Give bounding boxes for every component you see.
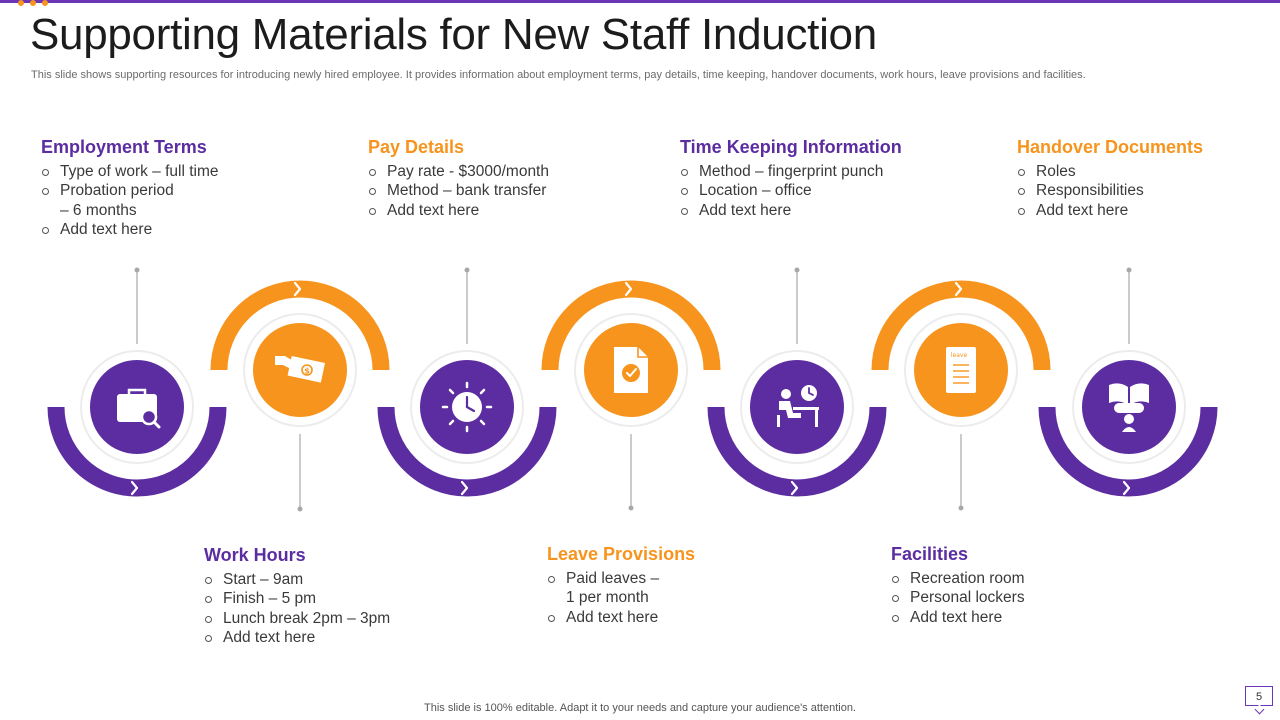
step-title: Facilities (891, 544, 969, 564)
step-title: Time Keeping Information (680, 137, 902, 157)
list-item: Add text here (891, 608, 1151, 627)
step-time-keeping: Time Keeping Information Method – finger… (680, 137, 940, 220)
list-item: Responsibilities (1017, 181, 1257, 200)
connector-employment-terms (134, 267, 140, 344)
list-item: Method – fingerprint punch (680, 162, 940, 181)
list-item: Paid leaves – (547, 569, 807, 588)
connector-handover-documents (1126, 267, 1132, 344)
connector-work-hours (297, 434, 303, 512)
desk-worker-icon (777, 385, 819, 427)
list-item: Pay rate - $3000/month (368, 162, 628, 181)
page-subtitle: This slide shows supporting resources fo… (31, 69, 1086, 81)
list-item: Add text here (41, 220, 301, 239)
connector-leave-provisions (628, 434, 634, 511)
svg-text:leave: leave (951, 352, 968, 359)
leave-form-icon: leave (946, 347, 976, 393)
page-number: 5 (1245, 686, 1273, 706)
step-handover-documents: Handover Documents Roles Responsibilitie… (1017, 137, 1257, 220)
connector-facilities (958, 434, 964, 511)
handover-book-icon (1109, 383, 1149, 432)
list-item: Add text here (1017, 201, 1257, 220)
step-facilities: Facilities Recreation room Personal lock… (891, 544, 1151, 627)
step-leave-provisions: Leave Provisions Paid leaves – 1 per mon… (547, 544, 807, 627)
money-hand-icon: $ (275, 355, 325, 383)
step-title: Leave Provisions (547, 544, 696, 564)
list-item: Finish – 5 pm (204, 589, 464, 608)
list-item: Lunch break 2pm – 3pm (204, 609, 464, 628)
list-item: Add text here (204, 628, 464, 647)
step-title: Employment Terms (41, 137, 207, 157)
list-item: Personal lockers (891, 588, 1151, 607)
list-item: Method – bank transfer (368, 181, 628, 200)
svg-text:$: $ (304, 367, 310, 376)
clock-icon (441, 381, 493, 433)
document-check-icon (614, 347, 648, 393)
step-work-hours: Work Hours Start – 9am Finish – 5 pm Lun… (204, 545, 464, 647)
briefcase-search-icon (117, 388, 161, 429)
list-item: 1 per month (566, 589, 649, 607)
step-pay-details: Pay Details Pay rate - $3000/month Metho… (368, 137, 628, 220)
step-employment-terms: Employment Terms Type of work – full tim… (41, 137, 301, 239)
list-item: Recreation room (891, 569, 1151, 588)
list-item: Roles (1017, 162, 1257, 181)
list-item: – 6 months (60, 201, 137, 219)
step-title: Work Hours (204, 545, 306, 565)
list-item: Probation period (41, 181, 301, 200)
connector-pay-details (464, 267, 470, 344)
list-item: Add text here (547, 608, 807, 627)
step-title: Pay Details (368, 137, 465, 157)
list-item: Type of work – full time (41, 162, 301, 181)
list-item: Start – 9am (204, 570, 464, 589)
step-title: Handover Documents (1017, 137, 1204, 157)
footer-note: This slide is 100% editable. Adapt it to… (424, 702, 856, 714)
connector-time-keeping (794, 267, 800, 344)
top-accent-rule (0, 0, 1280, 3)
list-item: Add text here (680, 201, 940, 220)
page-title: Supporting Materials for New Staff Induc… (30, 10, 877, 59)
top-decoration-dots (18, 0, 48, 6)
list-item: Add text here (368, 201, 628, 220)
list-item: Location – office (680, 181, 940, 200)
